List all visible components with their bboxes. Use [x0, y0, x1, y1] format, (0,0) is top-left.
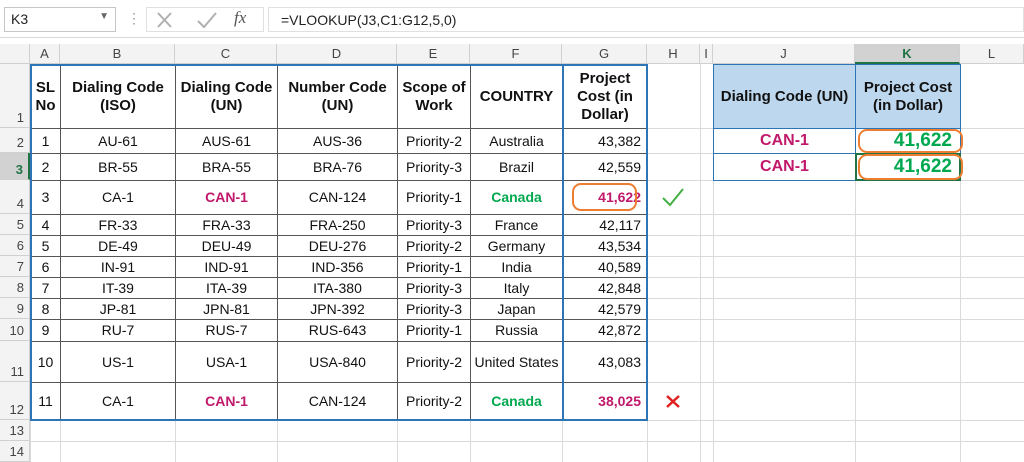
cell: USA-840: [277, 341, 398, 383]
cell: Priority-2: [397, 382, 471, 421]
check-mark: [662, 188, 684, 207]
grid-line: [0, 441, 1024, 442]
row-header[interactable]: 11: [0, 341, 30, 382]
column-header[interactable]: H: [647, 44, 700, 64]
enter-icon[interactable]: [196, 11, 218, 29]
cell: ITA-380: [277, 277, 398, 299]
cell: Priority-3: [397, 214, 471, 236]
cell: Germany: [470, 235, 563, 257]
column-header[interactable]: C: [175, 44, 277, 64]
row-header[interactable]: 14: [0, 441, 30, 462]
column-header[interactable]: L: [960, 44, 1024, 64]
cell: COUNTRY: [470, 64, 563, 129]
cross-mark: [666, 395, 680, 408]
cell: DEU-49: [175, 235, 278, 257]
cell: AUS-36: [277, 128, 398, 154]
column-header[interactable]: E: [397, 44, 470, 64]
cell: CAN-1: [175, 382, 278, 421]
cell: CA-1: [60, 180, 176, 215]
cell: CA-1: [60, 382, 176, 421]
column-header[interactable]: F: [470, 44, 562, 64]
function-icon[interactable]: fx: [234, 8, 247, 27]
cell: Dialing Code (ISO): [60, 64, 176, 129]
cell: 11: [30, 382, 61, 421]
grid-line: [713, 64, 714, 462]
grid-line: [960, 64, 961, 462]
cell: Brazil: [470, 153, 563, 181]
column-header[interactable]: B: [60, 44, 175, 64]
cell: United States: [470, 341, 563, 383]
cell: Priority-1: [397, 180, 471, 215]
cell: BRA-55: [175, 153, 278, 181]
row-header[interactable]: 4: [0, 180, 30, 214]
cell: FR-33: [60, 214, 176, 236]
row-header[interactable]: 12: [0, 382, 30, 420]
cell: FRA-250: [277, 214, 398, 236]
cell: India: [470, 256, 563, 278]
row-header[interactable]: 7: [0, 256, 30, 277]
cell: Priority-3: [397, 298, 471, 320]
formula-input[interactable]: =VLOOKUP(J3,C1:G12,5,0): [268, 7, 1024, 32]
cancel-icon[interactable]: [155, 11, 175, 29]
row-header[interactable]: 1: [0, 64, 30, 128]
cell: Project Cost (in Dollar): [855, 64, 961, 129]
column-header[interactable]: I: [700, 44, 713, 64]
cell: JPN-392: [277, 298, 398, 320]
row-header[interactable]: 6: [0, 235, 30, 256]
name-box[interactable]: K3 ▼: [4, 7, 116, 32]
column-header[interactable]: G: [562, 44, 647, 64]
corner: [0, 44, 30, 64]
cell: Australia: [470, 128, 563, 154]
column-header[interactable]: D: [277, 44, 397, 64]
row-header[interactable]: 9: [0, 298, 30, 319]
highlight: [572, 183, 637, 211]
cell: CAN-1: [713, 128, 856, 154]
cell: CAN-124: [277, 382, 398, 421]
formula-buttons: [146, 7, 264, 32]
row-header[interactable]: 8: [0, 277, 30, 298]
grid-line: [855, 64, 856, 462]
cell: 42,559: [562, 153, 648, 181]
cell: Italy: [470, 277, 563, 299]
grid-line: [700, 64, 701, 462]
cell: 38,025: [562, 382, 648, 421]
column-header[interactable]: J: [713, 44, 855, 64]
divider-dots: ⋮: [127, 10, 141, 26]
cell: 43,083: [562, 341, 648, 383]
column-header[interactable]: K: [855, 44, 960, 64]
row-header[interactable]: 3: [0, 153, 30, 180]
cell: JPN-81: [175, 298, 278, 320]
row-header[interactable]: 10: [0, 319, 30, 341]
row-header[interactable]: 2: [0, 128, 30, 153]
cell: Priority-3: [397, 153, 471, 181]
cell: Dialing Code (UN): [175, 64, 278, 129]
column-header[interactable]: A: [30, 44, 60, 64]
cell: AUS-61: [175, 128, 278, 154]
cell: Dialing Code (UN): [713, 64, 856, 129]
cell: CAN-1: [713, 153, 856, 181]
highlight: [858, 154, 963, 180]
cell: Priority-1: [397, 319, 471, 342]
cell: CAN-124: [277, 180, 398, 215]
cell: 41,622: [855, 128, 961, 154]
cell: Priority-2: [397, 128, 471, 154]
table-border: [30, 64, 648, 421]
cell: Priority-1: [397, 256, 471, 278]
cell: Canada: [470, 180, 563, 215]
row-header[interactable]: 5: [0, 214, 30, 235]
cell: BRA-76: [277, 153, 398, 181]
cell: France: [470, 214, 563, 236]
cell: 43,534: [562, 235, 648, 257]
cell: US-1: [60, 341, 176, 383]
name-box-text: K3: [11, 11, 29, 27]
row-header[interactable]: 13: [0, 420, 30, 441]
highlight: [858, 129, 963, 153]
